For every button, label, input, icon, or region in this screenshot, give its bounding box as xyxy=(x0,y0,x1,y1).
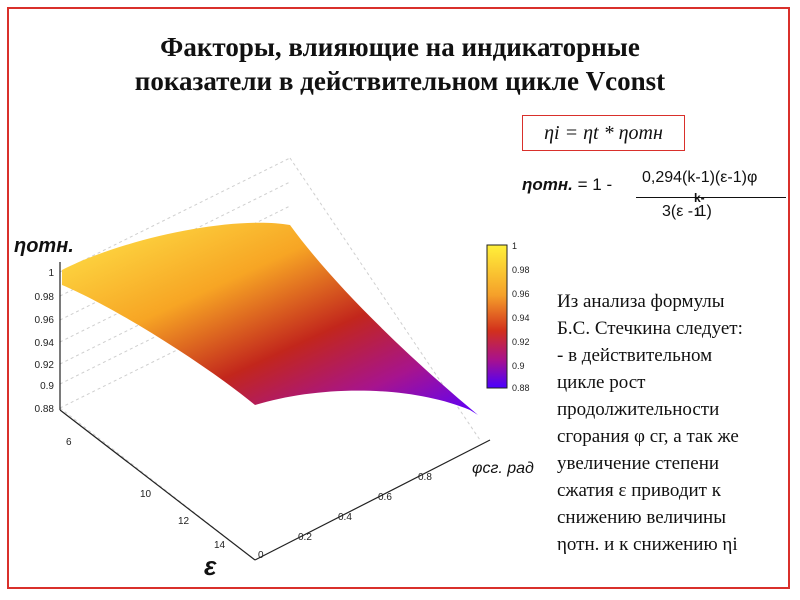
slide-title: Факторы, влияющие на индикаторные показа… xyxy=(0,30,800,98)
colorbar-gradient xyxy=(486,244,508,389)
x-axis-label: ε xyxy=(204,551,217,581)
axis-frame xyxy=(59,262,491,561)
eta-rel-eq: = 1 - xyxy=(577,175,613,194)
y-tick-label: 0.6 xyxy=(378,492,392,503)
conclusion-line: продолжительности xyxy=(557,399,720,420)
title-line-1: Факторы, влияющие на индикаторные xyxy=(160,32,640,62)
z-tick-label: 0.96 xyxy=(35,315,55,326)
colorbar-tick-label: 0.88 xyxy=(512,383,530,393)
formula-main: ηi = ηt * ηотн xyxy=(522,115,685,151)
colorbar-tick-label: 0.96 xyxy=(512,289,530,299)
z-ticks: 1 0.98 0.96 0.94 0.92 0.9 0.88 xyxy=(35,268,55,415)
y-tick-label: 0.2 xyxy=(298,532,312,543)
colorbar-tick-label: 0.98 xyxy=(512,265,530,275)
fraction-bar xyxy=(636,197,786,198)
conclusion-text: Из анализа формулы Б.С. Стечкина следует:… xyxy=(557,288,793,558)
surface-mesh xyxy=(62,222,478,415)
title-line-2: показатели в действительном цикле Vconst xyxy=(134,66,666,96)
z-tick-label: 0.9 xyxy=(40,381,54,392)
x-tick-label: 12 xyxy=(178,516,190,527)
y-tick-label: 0 xyxy=(258,550,264,561)
z-tick-label: 0.94 xyxy=(35,338,55,349)
x-ticks: 6 10 12 14 xyxy=(66,437,226,551)
z-tick-label: 0.88 xyxy=(35,404,55,415)
x-tick-label: 10 xyxy=(140,489,152,500)
formula-main-text: ηi = ηt * ηотн xyxy=(544,121,663,144)
colorbar-tick-label: 0.9 xyxy=(512,361,525,371)
conclusion-line: снижению величины xyxy=(557,507,726,528)
z-tick-label: 0.98 xyxy=(35,292,55,303)
colorbar: 1 0.98 0.96 0.94 0.92 0.9 0.88 xyxy=(486,241,530,393)
z-axis-label: ηотн. xyxy=(14,235,74,257)
conclusion-line: цикле рост xyxy=(557,372,646,393)
colorbar-tick-label: 0.94 xyxy=(512,313,530,323)
eta-rel-denominator: 3(ε - 1) xyxy=(662,203,712,220)
y-axis-label: φсг. рад xyxy=(472,460,534,477)
x-tick-label: 14 xyxy=(214,540,226,551)
conclusion-line: увеличение степени xyxy=(557,453,720,474)
y-ticks: 0 0.2 0.4 0.6 0.8 xyxy=(258,472,432,561)
y-tick-label: 0.8 xyxy=(418,472,432,483)
z-tick-label: 0.92 xyxy=(35,360,55,371)
z-tick-label: 1 xyxy=(48,268,54,279)
colorbar-tick-label: 0.92 xyxy=(512,337,530,347)
colorbar-ticks: 1 0.98 0.96 0.94 0.92 0.9 0.88 xyxy=(512,241,530,393)
y-tick-label: 0.4 xyxy=(338,512,352,523)
conclusion-line: - в действительном xyxy=(557,345,713,366)
slide-frame xyxy=(7,7,790,589)
eta-rel-exponent: k-1 xyxy=(694,191,705,219)
x-tick-label: 6 xyxy=(66,437,72,448)
conclusion-line: Из анализа формулы xyxy=(557,291,725,312)
conclusion-line: сгорания φ сг, а так же xyxy=(557,426,739,447)
eta-rel-label: ηотн. xyxy=(522,175,573,194)
eta-rel-numerator: 0,294(k-1)(ε-1)φ xyxy=(642,169,758,186)
conclusion-line: сжатия ε приводит к xyxy=(557,480,721,501)
colorbar-tick-label: 1 xyxy=(512,241,517,251)
conclusion-line: ηотн. и к снижению ηi xyxy=(557,534,738,555)
eta-rel-formula: ηотн. = 1 - 0,294(k-1)(ε-1)φ k-1 3(ε - 1… xyxy=(522,169,786,220)
conclusion-line: Б.С. Стечкина следует: xyxy=(557,318,743,339)
